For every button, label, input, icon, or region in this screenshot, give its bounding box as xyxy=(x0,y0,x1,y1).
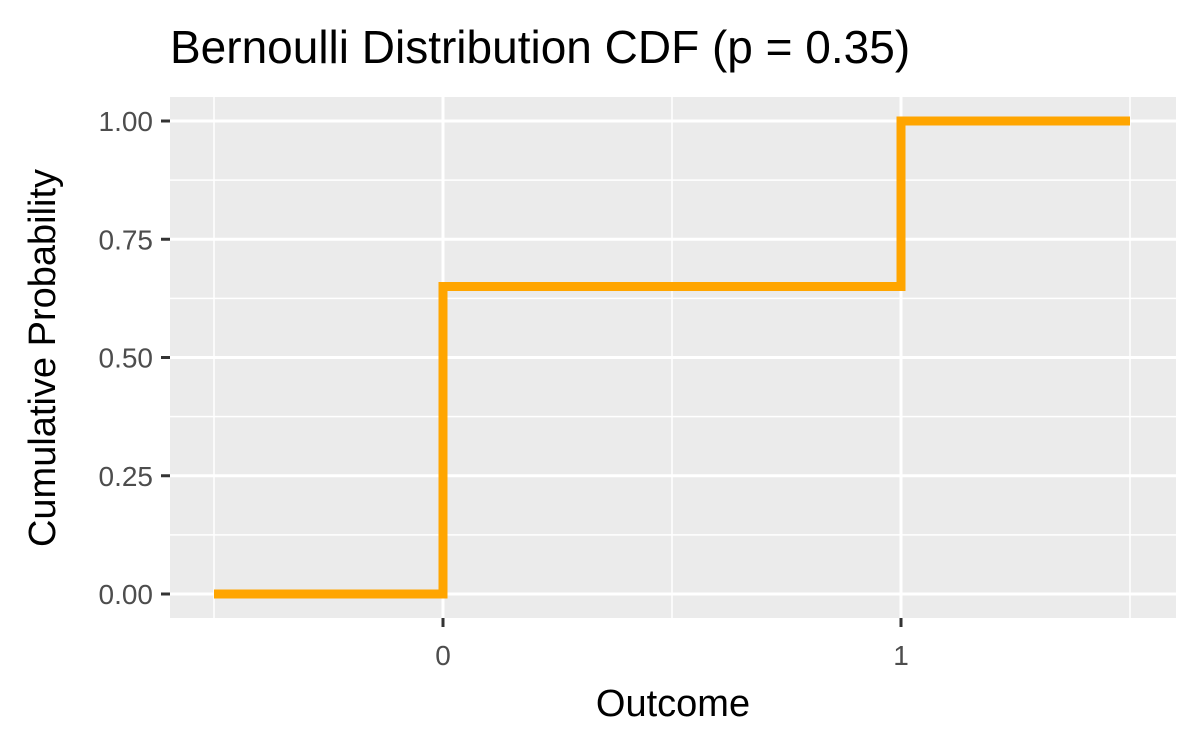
y-tick-label: 1.00 xyxy=(99,106,154,137)
y-tick-label: 0.25 xyxy=(99,461,154,492)
x-tick-label: 0 xyxy=(435,640,451,671)
y-tick-label: 0.75 xyxy=(99,224,154,255)
y-tick-label: 0.00 xyxy=(99,579,154,610)
cdf-step-line xyxy=(214,116,1130,599)
y-axis-title: Cumulative Probability xyxy=(22,169,64,547)
x-tick-label: 1 xyxy=(893,640,909,671)
y-tick-label: 0.50 xyxy=(99,343,154,374)
chart-title: Bernoulli Distribution CDF (p = 0.35) xyxy=(170,21,910,73)
x-axis-title: Outcome xyxy=(596,683,750,725)
y-axis: 0.00 0.25 0.50 0.75 1.00 xyxy=(99,106,170,610)
